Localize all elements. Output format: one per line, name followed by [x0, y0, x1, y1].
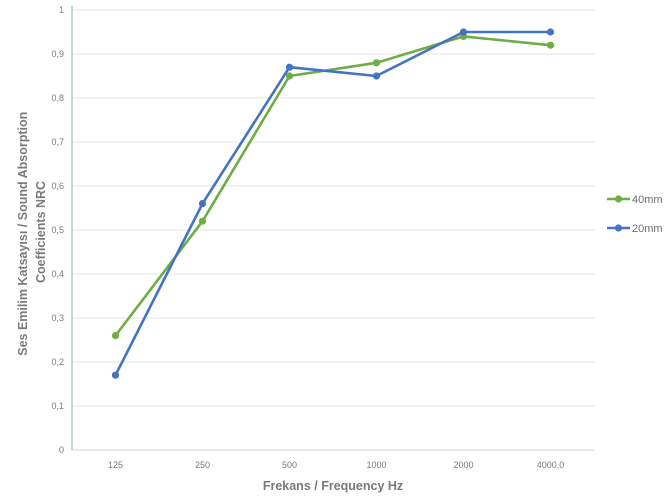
y-tick-label: 0,4 [51, 269, 64, 279]
x-axis-title: Frekans / Frequency Hz [263, 479, 403, 493]
legend-label: 40mm [632, 194, 663, 206]
legend-item: 40mm [607, 194, 663, 206]
y-tick-label: 1 [59, 5, 64, 15]
x-tick-label: 125 [108, 460, 123, 470]
y-axis-title-line-1: Ses Emilim Katsayısı / Sound Absorption [16, 112, 30, 356]
legend: 40mm 20mm [607, 194, 663, 235]
data-point [546, 41, 555, 49]
x-tick-label: 1000 [366, 460, 386, 470]
series-20mm [111, 28, 555, 379]
series-line [114, 30, 552, 377]
y-tick-label: 0,8 [51, 93, 64, 103]
gridlines [72, 9, 594, 407]
y-tick-label: 0,7 [51, 137, 64, 147]
series-40mm [111, 32, 555, 340]
y-tick-label: 0,6 [51, 181, 64, 191]
y-tick-label: 0,9 [51, 49, 64, 59]
data-point [459, 28, 468, 36]
y-tick-label: 0,5 [51, 225, 64, 235]
x-tick-labels: 125 250 500 1000 2000 4000,0 [108, 460, 564, 470]
y-tick-label: 0,2 [51, 357, 64, 367]
y-tick-label: 0 [59, 445, 64, 455]
series-line [114, 35, 552, 337]
y-tick-labels: 0 0,1 0,2 0,3 0,4 0,5 0,6 0,7 0,8 0,9 1 [51, 5, 64, 455]
x-tick-label: 2000 [453, 460, 473, 470]
data-point [198, 200, 207, 208]
legend-label: 20mm [632, 223, 663, 235]
legend-item: 20mm [607, 223, 663, 235]
data-point [198, 217, 207, 225]
x-tick-label: 4000,0 [537, 460, 565, 470]
y-axis-title-line-2: Coefficients NRC [34, 181, 48, 283]
data-point [285, 72, 294, 80]
series-layer [111, 28, 555, 379]
data-point [285, 63, 294, 71]
y-axis-title: Ses Emilim Katsayısı / Sound Absorption … [16, 108, 48, 356]
data-point [546, 28, 555, 36]
data-point [111, 332, 120, 340]
legend-swatch-marker [614, 195, 623, 203]
data-point [372, 72, 381, 80]
x-tick-label: 250 [195, 460, 210, 470]
y-tick-label: 0,3 [51, 313, 64, 323]
legend-swatch-marker [614, 224, 623, 232]
data-point [372, 59, 381, 67]
x-tick-label: 500 [282, 460, 297, 470]
y-tick-label: 0,1 [51, 401, 64, 411]
data-point [111, 371, 120, 379]
